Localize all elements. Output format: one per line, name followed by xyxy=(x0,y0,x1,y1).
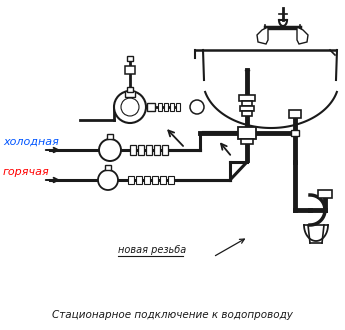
Bar xyxy=(164,103,168,111)
Text: горячая: горячая xyxy=(3,167,50,177)
Text: холодная: холодная xyxy=(3,137,59,147)
Polygon shape xyxy=(257,27,268,44)
Bar xyxy=(168,176,174,184)
Bar xyxy=(291,130,299,136)
Circle shape xyxy=(114,91,146,123)
Bar xyxy=(127,56,133,61)
Text: новая резьба: новая резьба xyxy=(118,245,186,255)
Bar xyxy=(242,101,252,106)
Bar xyxy=(146,145,152,155)
Bar xyxy=(170,103,174,111)
Bar xyxy=(176,103,180,111)
Bar xyxy=(240,106,254,111)
Bar xyxy=(318,190,332,198)
Bar xyxy=(105,165,111,170)
Bar xyxy=(125,91,135,97)
Bar xyxy=(162,145,168,155)
Bar xyxy=(130,145,136,155)
Circle shape xyxy=(99,139,121,161)
Circle shape xyxy=(190,100,204,114)
Bar xyxy=(289,110,301,118)
Text: Стационарное подключение к водопроводу: Стационарное подключение к водопроводу xyxy=(51,310,293,320)
Bar xyxy=(242,111,252,116)
Bar xyxy=(107,134,113,139)
Bar xyxy=(127,87,133,92)
Bar xyxy=(147,103,155,111)
Bar xyxy=(152,176,158,184)
Polygon shape xyxy=(297,27,308,44)
Circle shape xyxy=(98,170,118,190)
Bar xyxy=(158,103,162,111)
Bar xyxy=(128,176,134,184)
Bar xyxy=(125,66,135,74)
Bar xyxy=(144,176,150,184)
Bar xyxy=(136,176,142,184)
Bar xyxy=(160,176,166,184)
Bar xyxy=(238,127,256,139)
Bar xyxy=(241,139,253,144)
Bar xyxy=(239,95,255,101)
Bar xyxy=(154,145,160,155)
Bar xyxy=(138,145,144,155)
